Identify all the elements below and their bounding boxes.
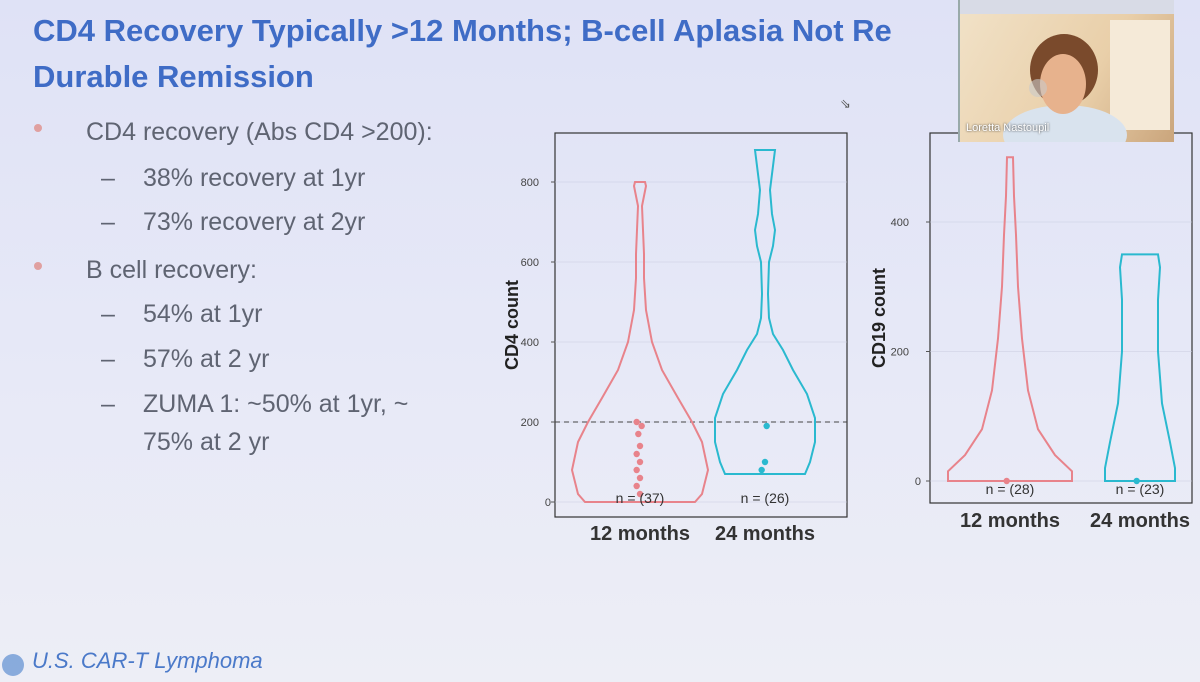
sub-bullet-text: ZUMA 1: ~50% at 1yr, ~ — [143, 390, 409, 418]
sub-bullet-text: 38% recovery at 1yr — [143, 164, 366, 192]
bullet-text: B cell recovery: — [86, 256, 257, 284]
dash: – — [101, 390, 115, 418]
n-label: n = (37) — [616, 490, 665, 506]
dash: – — [101, 345, 115, 373]
x-category-label: 12 months — [960, 510, 1060, 532]
data-point — [1133, 477, 1140, 485]
mouse-cursor-icon: ⇘ — [840, 96, 851, 111]
y-tick-label: 800 — [521, 177, 539, 189]
dash: – — [101, 164, 115, 192]
participant-shirt — [1003, 105, 1127, 142]
car-t-logo-icon — [2, 654, 24, 676]
data-point — [633, 482, 640, 490]
slide-title-line2: Durable Remission — [33, 59, 314, 94]
slide-title: CD4 Recovery Typically >12 Months; B-cel… — [33, 8, 963, 100]
window-light — [1110, 20, 1170, 130]
x-category-label: 24 months — [715, 523, 815, 545]
y-tick-label: 200 — [891, 347, 909, 359]
n-label: n = (28) — [986, 481, 1035, 497]
video-toolbar[interactable] — [960, 0, 1174, 14]
data-point — [636, 458, 644, 466]
participant-video — [1003, 20, 1170, 142]
video-tile[interactable]: Loretta Nastoupil — [958, 0, 1174, 142]
slide-title-line1: CD4 Recovery Typically >12 Months; B-cel… — [33, 13, 892, 48]
x-category-label: 24 months — [1090, 510, 1190, 532]
data-point — [635, 430, 642, 438]
data-point — [636, 490, 644, 498]
sub-bullet-text: 75% at 2 yr — [143, 428, 270, 456]
participant-name: Loretta Nastoupil — [966, 122, 1050, 134]
n-label: n = (23) — [1116, 481, 1165, 497]
y-tick-label: 0 — [545, 497, 551, 509]
data-point — [633, 418, 640, 426]
data-point — [633, 466, 640, 474]
data-point — [758, 466, 765, 474]
sub-bullet-text: 57% at 2 yr — [143, 345, 270, 373]
footer-text: U.S. CAR-T Lymphoma — [32, 648, 263, 673]
bullet-dot — [34, 124, 42, 132]
sub-bullet-text: 54% at 1yr — [143, 300, 263, 328]
violin-24-months — [1104, 253, 1176, 482]
participant-face — [1040, 54, 1086, 114]
y-tick-label: 400 — [521, 337, 539, 349]
n-label: n = (26) — [741, 490, 790, 506]
violin-12-months — [570, 181, 710, 503]
violin-24-months — [714, 149, 816, 475]
y-tick-label: 600 — [521, 257, 539, 269]
dash: – — [101, 208, 115, 236]
violin-12-months — [947, 156, 1073, 482]
bullet-dot — [34, 262, 42, 270]
data-point — [636, 442, 644, 450]
y-tick-label: 200 — [521, 417, 539, 429]
data-point — [763, 422, 770, 430]
move-icon — [1029, 79, 1047, 97]
data-point — [761, 458, 769, 466]
x-category-label: 12 months — [590, 523, 690, 545]
y-axis-label: CD19 count — [869, 268, 889, 368]
y-tick-label: 0 — [915, 476, 921, 488]
data-point — [636, 474, 644, 482]
chart-frame — [554, 132, 848, 518]
dash: – — [101, 300, 115, 328]
chart-frame — [929, 132, 1193, 504]
data-point — [638, 422, 645, 430]
y-tick-label: 400 — [891, 217, 909, 229]
data-point — [633, 450, 640, 458]
y-axis-label: CD4 count — [502, 280, 522, 370]
data-point — [1003, 477, 1010, 485]
bullet-text: CD4 recovery (Abs CD4 >200): — [86, 118, 433, 146]
sub-bullet-text: 73% recovery at 2yr — [143, 208, 366, 236]
